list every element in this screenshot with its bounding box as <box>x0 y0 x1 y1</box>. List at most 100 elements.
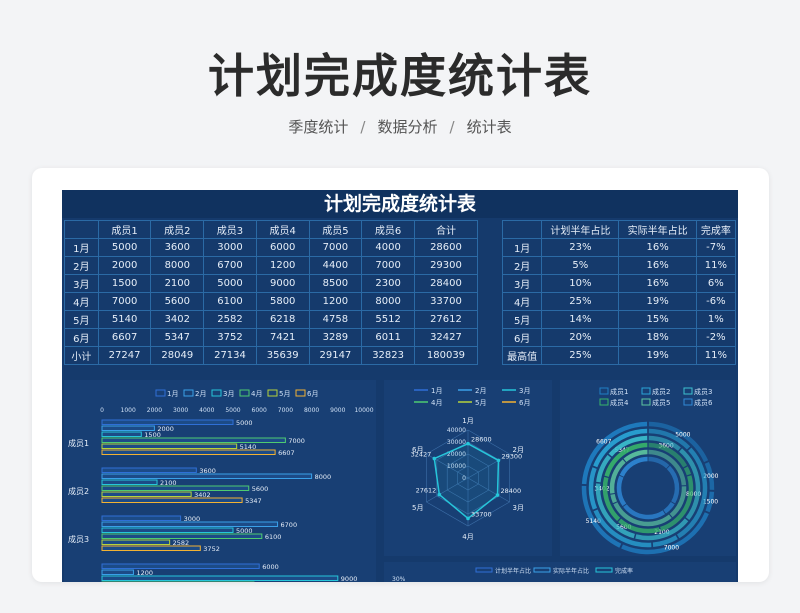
legend-label: 实际半年占比 <box>553 567 589 575</box>
bar <box>101 563 260 569</box>
ring-segment <box>604 442 648 477</box>
line-chart-panel: 计划半年占比 实际半年占比 完成率 30% <box>384 562 736 582</box>
ring-segment <box>648 435 681 451</box>
table-cell: 3402 <box>150 310 205 329</box>
radar-spoke <box>467 477 510 503</box>
legend-label: 3月 <box>223 390 234 398</box>
ring-segment <box>613 502 672 527</box>
legend-swatch <box>239 389 250 397</box>
ring-segment <box>669 486 687 518</box>
ring-segment <box>602 476 621 522</box>
category-label: 成员1 <box>68 438 89 448</box>
data-label: 5800 <box>257 581 274 582</box>
table-cell: 5% <box>541 256 620 275</box>
preview-card[interactable]: 计划完成度统计表 成员1 成员2 成员3 成员4 成员5 成员6 合计 1月 5000 3600 3… <box>32 168 769 582</box>
breadcrumb-item[interactable]: 数据分析 <box>377 118 438 136</box>
table-row: 最高值 25% 19% 11% <box>501 346 737 365</box>
sheet-title: 计划完成度统计表 <box>62 190 738 218</box>
table-cell: 2000 <box>97 256 152 275</box>
radar-point <box>466 516 470 521</box>
table-cell: 4000 <box>361 238 415 257</box>
column-header: 成员6 <box>361 220 415 239</box>
row-label: 5月 <box>501 310 543 329</box>
table-cell: 3752 <box>203 328 257 347</box>
legend-label: 完成率 <box>615 567 633 575</box>
table-cell: 8000 <box>150 256 205 275</box>
data-label: 5000 <box>236 527 253 535</box>
x-tick-label: 10000 <box>354 407 373 414</box>
table-cell: 180039 <box>413 346 479 365</box>
bar <box>101 533 263 539</box>
table-cell: 6% <box>695 274 737 293</box>
legend-swatch <box>599 387 609 395</box>
x-tick-label: 4000 <box>199 407 214 414</box>
table-cell: 3289 <box>308 328 363 347</box>
data-label: 6607 <box>596 439 611 446</box>
table-cell: 16% <box>618 274 697 293</box>
legend-swatch <box>683 398 693 406</box>
bar <box>101 569 134 575</box>
breadcrumb-item[interactable]: 季度统计 <box>288 118 349 136</box>
bar <box>101 491 192 497</box>
legend-label: 成员2 <box>652 387 670 396</box>
bar <box>101 515 182 521</box>
table-cell: 29147 <box>308 346 363 365</box>
data-label: 7000 <box>664 545 679 552</box>
table-row: 6月 6607 5347 3752 7421 3289 6011 32427 <box>64 328 479 347</box>
data-label: 6000 <box>262 563 279 571</box>
legend-label: 2月 <box>475 387 486 395</box>
data-label: 7000 <box>288 437 305 445</box>
table-cell: 11% <box>695 346 737 365</box>
legend-label: 4月 <box>431 399 442 407</box>
data-label: 5600 <box>616 524 631 531</box>
row-label: 3月 <box>501 274 543 293</box>
column-header: 合计 <box>413 220 479 239</box>
legend-swatch <box>683 387 693 395</box>
radar-point <box>437 492 442 497</box>
table-cell: 23% <box>541 238 620 257</box>
data-label: 28400 <box>501 487 522 495</box>
table-cell: 27247 <box>97 346 152 365</box>
table-cell: 1500 <box>97 274 152 293</box>
bar <box>101 425 155 431</box>
table-cell: 28049 <box>150 346 205 365</box>
table-cell: 15% <box>618 310 697 329</box>
table-cell: 27612 <box>413 310 479 329</box>
table-cell: 5600 <box>150 292 205 311</box>
row-label: 小计 <box>64 346 99 365</box>
data-label: 5140 <box>586 518 601 525</box>
table-cell: -2% <box>695 328 737 347</box>
table-cell: 25% <box>541 346 620 365</box>
legend-label: 2月 <box>195 390 206 398</box>
legend-swatch <box>641 398 651 406</box>
table-cell: 8000 <box>361 292 415 311</box>
legend-swatch <box>183 389 194 397</box>
bar <box>101 527 234 533</box>
legend-swatch <box>475 567 493 573</box>
table-cell: 6100 <box>203 292 257 311</box>
data-label: 2100 <box>654 529 669 536</box>
legend-swatch <box>599 398 609 406</box>
ring-segment <box>616 475 627 507</box>
table-cell: 3600 <box>150 238 205 257</box>
legend-swatch <box>641 387 651 395</box>
table-cell: 11% <box>695 256 737 275</box>
breadcrumb-item[interactable]: 统计表 <box>466 118 512 136</box>
ring-segment <box>666 465 680 504</box>
ring-segment <box>659 475 694 532</box>
ring-chart-panel: 成员1 成员2 成员3 成员4 成员5 成员6 5000 2000 1500 7000 5140 66… <box>560 380 736 556</box>
ring-chart: 成员1 成员2 成员3 成员4 成员5 成员6 5000 2000 1500 7000 5140 66… <box>581 387 719 555</box>
table-cell: -7% <box>695 238 737 257</box>
bar-chart-panel: 1月 2月 3月 4月 5月 6月 0 1000 2000 3000 4000 5000 6000 700… <box>64 380 376 582</box>
table-cell: 7000 <box>361 256 415 275</box>
main-data-table: 成员1 成员2 成员3 成员4 成员5 成员6 合计 1月 5000 3600 3000 6000 70… <box>64 220 479 365</box>
data-label: 2582 <box>173 539 190 547</box>
ring-segment <box>596 454 612 483</box>
ring-segment <box>609 459 626 494</box>
legend-label: 成员3 <box>694 387 712 396</box>
table-cell: 7000 <box>97 292 152 311</box>
bar <box>101 467 197 473</box>
table-cell: 3000 <box>203 238 257 257</box>
table-cell: 4400 <box>308 256 363 275</box>
bar-chart: 1月 2月 3月 4月 5月 6月 0 1000 2000 3000 4000 5000 6000 700… <box>68 389 374 582</box>
